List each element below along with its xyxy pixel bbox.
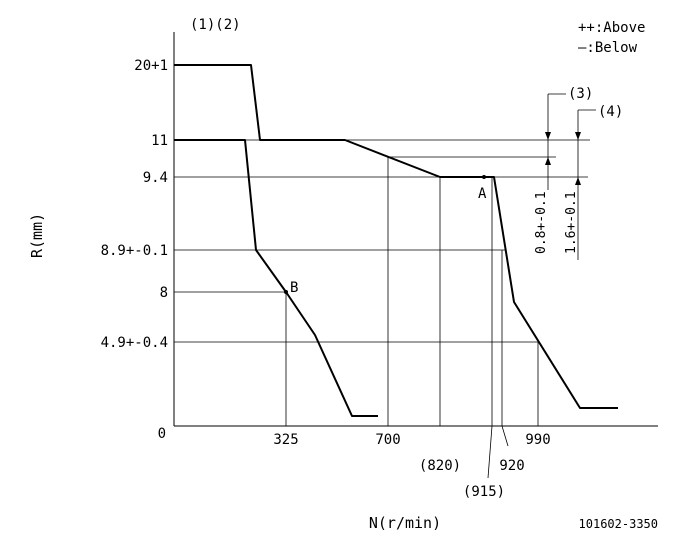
y-tick-8: 8 — [160, 285, 168, 301]
dim-4-label: (4) — [598, 104, 623, 120]
legend-above: ++:Above — [578, 20, 645, 36]
y-axis-label: R(mm) — [28, 213, 46, 258]
leader-915 — [487, 425, 493, 479]
x-tick-990: 990 — [525, 432, 550, 448]
dim-3-value: 0.8+-0.1 — [534, 191, 549, 254]
y-tick-8-9: 8.9+-0.1 — [101, 243, 168, 259]
lower-curve — [174, 139, 378, 417]
point-b-label: B — [290, 280, 298, 296]
drawing-code: 101602-3350 — [579, 517, 658, 531]
point-a-label: A — [478, 186, 487, 202]
y-tick-11: 11 — [151, 133, 168, 149]
y-tick-4-9: 4.9+-0.4 — [101, 335, 168, 351]
y-tick-0: 0 — [158, 426, 166, 442]
point-a-marker — [482, 175, 486, 179]
legend-below: —:Below — [578, 40, 638, 56]
x-tick-325: 325 — [273, 432, 298, 448]
labels-left: (1)(2) — [190, 17, 241, 33]
dim-4-arrow-bottom — [575, 177, 581, 185]
x-tick-820: (820) — [419, 458, 461, 474]
x-tick-700: 700 — [375, 432, 400, 448]
dim-3-arrow-top — [545, 132, 551, 140]
upper-curve — [174, 64, 618, 409]
y-tick-9-4: 9.4 — [143, 170, 168, 186]
y-tick-20: 20+1 — [134, 58, 168, 74]
dim-4-value: 1.6+-0.1 — [564, 191, 579, 254]
x-tick-920: 920 — [499, 458, 524, 474]
dim-3-label: (3) — [568, 86, 593, 102]
x-tick-915: (915) — [463, 484, 505, 500]
x-axis-label: N(r/min) — [369, 514, 441, 532]
point-b-marker — [284, 290, 288, 294]
dim-3-arrow-bottom — [545, 157, 551, 165]
dim-4-arrow-top — [575, 132, 581, 140]
leader-920 — [501, 425, 509, 447]
